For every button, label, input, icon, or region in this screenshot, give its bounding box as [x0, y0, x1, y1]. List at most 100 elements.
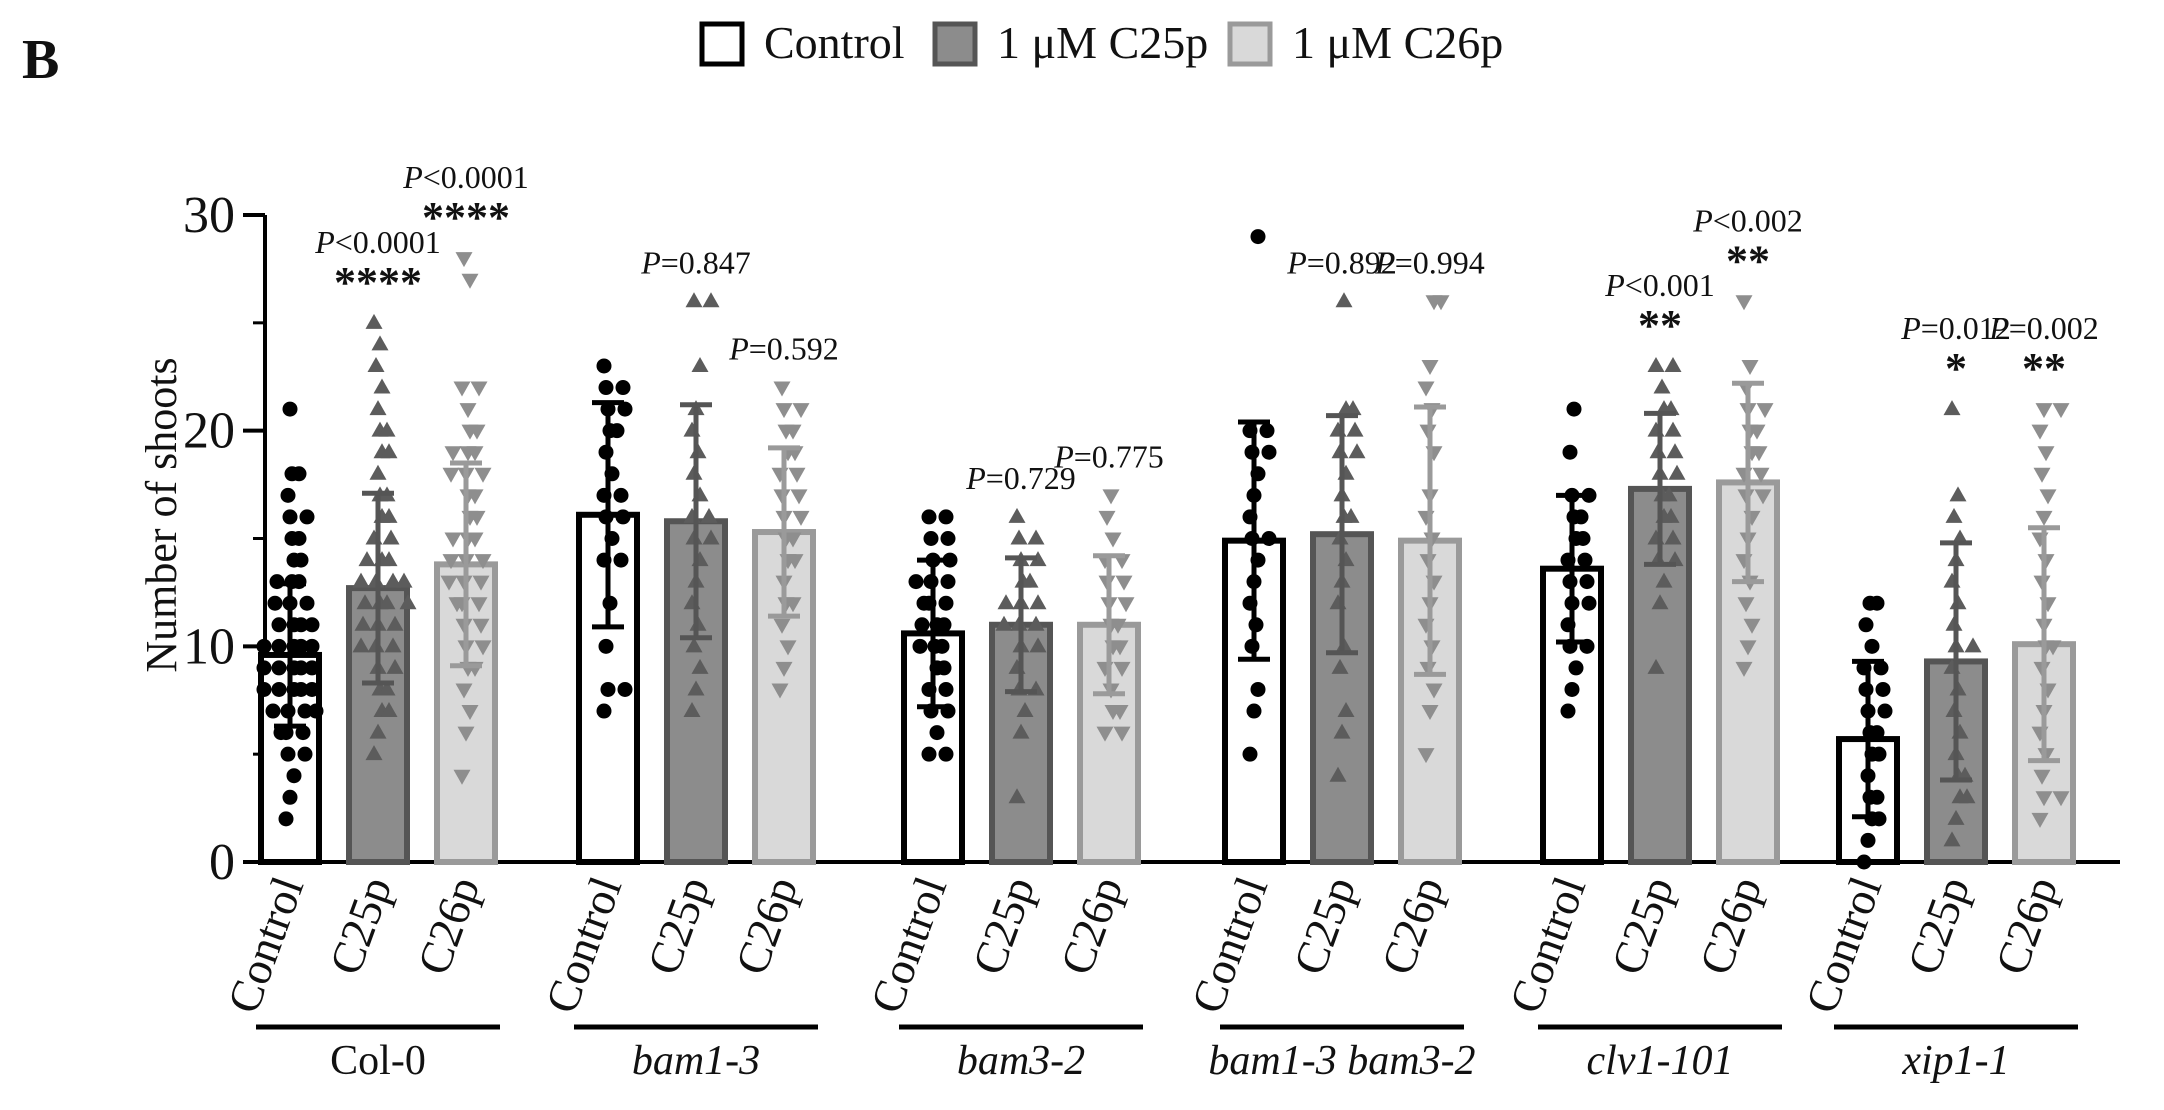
x-axis-labels: Control C25p C26p Control C25p C26p Control C25…: [217, 870, 2067, 1020]
data-point: [365, 745, 383, 761]
data-point: [2039, 489, 2057, 505]
data-point: [1113, 661, 1131, 677]
x-label-c26p: C26p: [1689, 870, 1771, 981]
group-label: xip1-1: [1901, 1038, 2009, 1084]
data-point: [1102, 489, 1120, 505]
data-point: [1739, 640, 1757, 656]
data-point: [386, 615, 404, 631]
data-point: [1568, 660, 1584, 676]
group-label: bam1-3 bam3-2: [1208, 1038, 1475, 1084]
data-point: [468, 510, 486, 526]
data-point: [784, 424, 802, 440]
data-point: [293, 638, 309, 654]
x-label-c26p: C26p: [1050, 870, 1132, 981]
data-point: [2044, 640, 2062, 656]
data-point: [1333, 723, 1351, 739]
data-point: [1754, 489, 1772, 505]
data-point: [1653, 378, 1671, 394]
significance-stars: **: [2022, 344, 2066, 393]
p-value-label: P<0.002: [1692, 202, 1803, 238]
data-point: [1947, 809, 1965, 825]
data-point: [382, 529, 400, 545]
data-point: [1647, 658, 1665, 674]
data-point: [378, 680, 396, 696]
p-value-label: P=0.012: [1900, 310, 2011, 346]
data-point: [440, 575, 458, 591]
data-point: [291, 466, 307, 482]
data-point: [1329, 766, 1347, 782]
data-point: [371, 335, 389, 351]
data-point: [293, 681, 309, 697]
data-point: [1858, 617, 1874, 633]
data-point: [929, 725, 945, 741]
p-value-label: P=0.892: [1286, 244, 1397, 280]
data-point: [1111, 705, 1129, 721]
data-point: [921, 746, 937, 762]
data-point: [457, 726, 475, 742]
data-point: [304, 660, 320, 676]
data-point: [1417, 748, 1435, 764]
legend-swatch-control: [699, 21, 745, 67]
data-point: [1261, 531, 1277, 546]
data-point: [470, 381, 488, 397]
data-point: [453, 769, 471, 785]
data-point: [470, 597, 488, 613]
data-point: [1756, 403, 1774, 419]
data-point: [297, 703, 313, 719]
data-point: [617, 681, 633, 697]
data-point: [1964, 637, 1982, 653]
data-point: [442, 467, 460, 483]
data-point: [1109, 618, 1127, 634]
x-label-c25p: C25p: [319, 870, 401, 981]
x-label-c25p: C25p: [1283, 870, 1365, 981]
data-point: [367, 356, 385, 372]
y-axis-label: Number of shoots: [137, 357, 186, 672]
data-point: [384, 637, 402, 653]
legend: Control 1 μM C25p 1 μM C26p: [699, 17, 1503, 68]
data-point: [1115, 575, 1133, 591]
data-point: [1016, 702, 1034, 718]
p-value-label: P=0.729: [965, 460, 1076, 496]
data-point: [1748, 424, 1766, 440]
x-label-c25p: C25p: [1897, 870, 1979, 981]
data-point: [380, 507, 398, 523]
data-point: [916, 595, 932, 611]
data-point: [256, 638, 272, 654]
data-point: [691, 356, 709, 372]
x-label-control: Control: [1499, 870, 1595, 1020]
data-point: [786, 554, 804, 570]
data-point: [908, 574, 924, 590]
data-point: [687, 680, 705, 696]
x-label-c25p: C25p: [1601, 870, 1683, 981]
data-point: [683, 702, 701, 718]
x-label-c25p: C25p: [962, 870, 1044, 981]
data-point: [399, 594, 417, 610]
data-point: [365, 313, 383, 329]
data-point: [923, 531, 939, 546]
data-point: [1655, 572, 1673, 588]
data-point: [2052, 791, 2070, 807]
significance-stars: *: [1945, 344, 1967, 393]
data-point: [700, 507, 718, 523]
data-point: [1113, 726, 1131, 742]
data-point: [784, 597, 802, 613]
data-point: [600, 681, 616, 697]
data-point: [304, 638, 320, 654]
data-point: [256, 660, 272, 676]
data-point: [1261, 444, 1277, 460]
p-value-label: P=0.847: [640, 244, 751, 280]
data-point: [1664, 421, 1682, 437]
data-point: [942, 552, 958, 568]
data-point: [940, 531, 956, 546]
x-label-c25p: C25p: [637, 870, 719, 981]
data-point: [702, 292, 720, 308]
data-point: [1864, 638, 1880, 654]
data-point: [1877, 703, 1893, 719]
data-point: [702, 529, 720, 545]
data-point: [2052, 403, 2070, 419]
data-point: [1869, 595, 1885, 611]
data-point: [1666, 443, 1684, 459]
data-point: [1029, 594, 1047, 610]
